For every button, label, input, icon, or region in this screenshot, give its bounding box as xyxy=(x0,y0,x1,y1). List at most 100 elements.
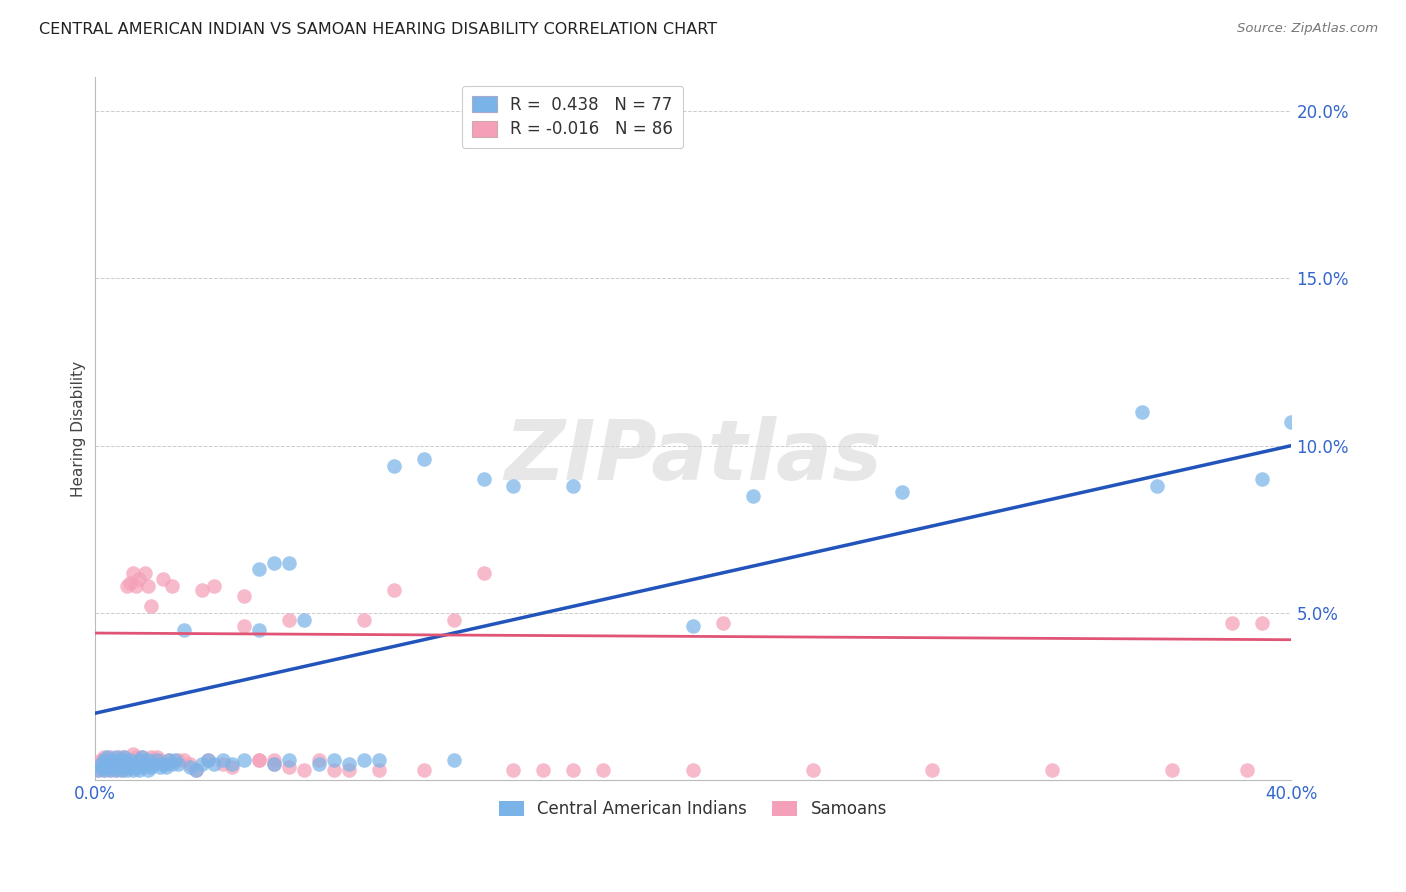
Point xyxy=(323,753,346,767)
Point xyxy=(104,750,127,764)
Point xyxy=(682,619,704,633)
Text: CENTRAL AMERICAN INDIAN VS SAMOAN HEARING DISABILITY CORRELATION CHART: CENTRAL AMERICAN INDIAN VS SAMOAN HEARIN… xyxy=(39,22,717,37)
Point xyxy=(104,756,127,771)
Point xyxy=(131,750,153,764)
Point xyxy=(122,747,145,761)
Point xyxy=(86,764,108,778)
Point xyxy=(104,764,127,778)
Point xyxy=(93,764,115,778)
Point xyxy=(278,556,301,570)
Point xyxy=(412,452,434,467)
Point xyxy=(96,750,118,764)
Point xyxy=(93,753,115,767)
Point xyxy=(114,760,136,774)
Point xyxy=(1220,615,1243,630)
Point xyxy=(110,764,132,778)
Point xyxy=(117,579,139,593)
Point xyxy=(162,756,184,771)
Point xyxy=(90,756,112,771)
Point xyxy=(382,458,405,473)
Point xyxy=(157,753,180,767)
Point xyxy=(107,756,129,771)
Point xyxy=(128,764,150,778)
Point xyxy=(114,750,136,764)
Point xyxy=(90,753,112,767)
Point xyxy=(263,753,285,767)
Point xyxy=(90,760,112,774)
Point xyxy=(157,753,180,767)
Point xyxy=(1130,405,1153,419)
Point xyxy=(131,760,153,774)
Point xyxy=(212,756,235,771)
Point xyxy=(801,764,824,778)
Point xyxy=(110,764,132,778)
Point xyxy=(292,764,315,778)
Point xyxy=(101,753,124,767)
Point xyxy=(278,753,301,767)
Point xyxy=(1236,764,1258,778)
Point xyxy=(96,760,118,774)
Point xyxy=(155,756,177,771)
Point xyxy=(682,764,704,778)
Point xyxy=(308,756,330,771)
Point xyxy=(110,753,132,767)
Point xyxy=(143,753,166,767)
Point xyxy=(247,562,270,576)
Point xyxy=(152,573,174,587)
Point xyxy=(921,764,943,778)
Point xyxy=(128,753,150,767)
Point xyxy=(101,753,124,767)
Point xyxy=(741,489,763,503)
Point xyxy=(278,613,301,627)
Point xyxy=(120,760,142,774)
Y-axis label: Hearing Disability: Hearing Disability xyxy=(72,360,86,497)
Point xyxy=(149,760,172,774)
Point xyxy=(125,760,148,774)
Point xyxy=(191,756,214,771)
Point xyxy=(90,760,112,774)
Point xyxy=(98,764,121,778)
Point xyxy=(472,566,495,580)
Point xyxy=(308,753,330,767)
Point xyxy=(337,764,360,778)
Point xyxy=(98,750,121,764)
Point xyxy=(891,485,914,500)
Point xyxy=(131,756,153,771)
Point xyxy=(162,579,184,593)
Point xyxy=(141,750,163,764)
Point xyxy=(263,756,285,771)
Point xyxy=(1160,764,1182,778)
Point xyxy=(1250,472,1272,486)
Point xyxy=(179,760,201,774)
Point xyxy=(502,764,524,778)
Point xyxy=(110,753,132,767)
Point xyxy=(141,760,163,774)
Point xyxy=(711,615,734,630)
Point xyxy=(146,750,169,764)
Point xyxy=(128,573,150,587)
Point xyxy=(367,753,389,767)
Point xyxy=(152,756,174,771)
Point xyxy=(86,764,108,778)
Point xyxy=(1146,479,1168,493)
Point xyxy=(134,756,156,771)
Point xyxy=(107,760,129,774)
Point xyxy=(233,619,256,633)
Point xyxy=(233,589,256,603)
Point xyxy=(353,753,375,767)
Point xyxy=(186,764,208,778)
Point xyxy=(263,756,285,771)
Point xyxy=(122,764,145,778)
Point xyxy=(96,760,118,774)
Point xyxy=(502,479,524,493)
Text: ZIPatlas: ZIPatlas xyxy=(505,417,882,498)
Point xyxy=(247,753,270,767)
Point xyxy=(125,750,148,764)
Point xyxy=(138,753,160,767)
Point xyxy=(155,760,177,774)
Point xyxy=(186,764,208,778)
Point xyxy=(104,764,127,778)
Point xyxy=(86,756,108,771)
Point xyxy=(93,750,115,764)
Point xyxy=(562,479,585,493)
